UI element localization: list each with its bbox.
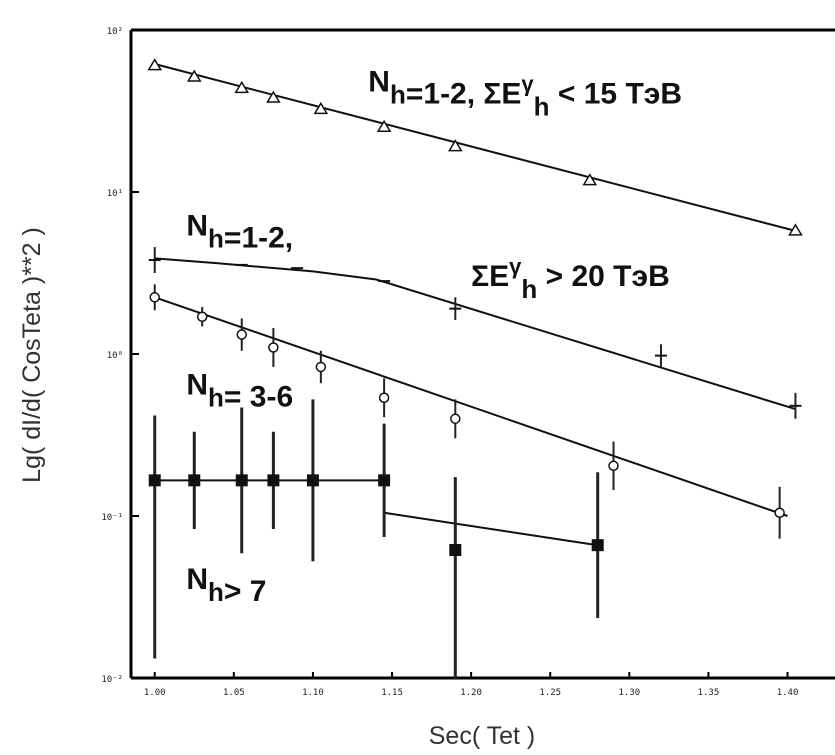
annotation-3: Nh= 3-6 xyxy=(186,369,293,414)
point-series-0-3 xyxy=(266,90,281,103)
point-series-2-5 xyxy=(378,392,390,403)
point-series-0-8 xyxy=(788,223,803,236)
point-series-3-6 xyxy=(449,544,462,557)
x-tick-label-7: 1.35 xyxy=(698,688,720,698)
point-series-3-2 xyxy=(235,474,248,487)
x-tick-label-6: 1.30 xyxy=(618,688,640,698)
annotation-0: Nh=1-2, ΣEγh < 15 ТэВ xyxy=(368,66,682,122)
x-axis-title: Sec( Tet ) xyxy=(429,722,536,750)
point-series-2-0 xyxy=(149,292,160,303)
point-series-0-7 xyxy=(582,173,598,186)
point-series-0-4 xyxy=(313,101,329,115)
annotation-1: Nh=1-2, xyxy=(186,210,293,255)
point-series-3-4 xyxy=(306,474,319,487)
point-series-2-1 xyxy=(196,311,208,322)
y-tick-label-2: 10⁰ xyxy=(107,351,123,361)
fit-lines xyxy=(154,63,796,547)
point-series-3-5 xyxy=(378,474,391,487)
annotations: Nh=1-2, ΣEγh < 15 ТэВ Nh=1-2, ΣEγh > 20 Тэ… xyxy=(186,66,682,608)
y-tick-label-0: 10² xyxy=(107,27,123,37)
x-tick-label-4: 1.20 xyxy=(460,688,482,698)
point-series-0-1 xyxy=(186,69,202,82)
x-tick-label-1: 1.05 xyxy=(223,688,245,698)
fit-line-series-0-0 xyxy=(154,63,796,232)
point-series-3-3 xyxy=(267,474,280,487)
point-series-0-2 xyxy=(234,80,250,94)
x-tick-label-5: 1.25 xyxy=(539,688,561,698)
fit-line-series-1-0 xyxy=(154,257,796,411)
point-series-3-7 xyxy=(591,539,604,552)
y-tick-label-4: 10⁻² xyxy=(101,675,123,685)
annotation-2: ΣEγh > 20 ТэВ xyxy=(471,254,670,304)
point-series-3-1 xyxy=(188,474,201,487)
x-ticks: 1.00 1.05 1.10 1.15 1.20 1.25 1.30 1.35 1.40 xyxy=(144,672,798,698)
fit-line-series-3-1 xyxy=(383,511,598,547)
y-axis-title: Lg( dI/d( CosTeta )**2 ) xyxy=(18,227,46,483)
point-series-2-3 xyxy=(268,342,279,353)
point-series-0-5 xyxy=(376,119,392,132)
point-series-2-6 xyxy=(450,413,461,425)
fit-line-series-2-0 xyxy=(154,296,788,517)
y-tick-label-1: 10¹ xyxy=(107,189,123,199)
point-series-0-6 xyxy=(447,139,463,152)
x-tick-label-8: 1.40 xyxy=(777,688,799,698)
annotation-4: Nh> 7 xyxy=(186,563,266,608)
data-points xyxy=(147,58,803,680)
point-series-2-7 xyxy=(608,460,619,472)
x-tick-label-2: 1.10 xyxy=(302,688,324,698)
x-tick-label-0: 1.00 xyxy=(144,688,166,698)
point-series-3-0 xyxy=(148,474,161,487)
y-tick-label-3: 10⁻¹ xyxy=(101,513,123,523)
y-ticks: 10² 10¹ 10⁰ 10⁻¹ 10⁻² xyxy=(101,27,139,685)
point-series-2-8 xyxy=(774,507,785,519)
point-series-0-0 xyxy=(147,58,163,71)
point-series-2-4 xyxy=(315,361,327,373)
x-tick-label-3: 1.15 xyxy=(381,688,403,698)
point-series-2-2 xyxy=(236,329,247,340)
